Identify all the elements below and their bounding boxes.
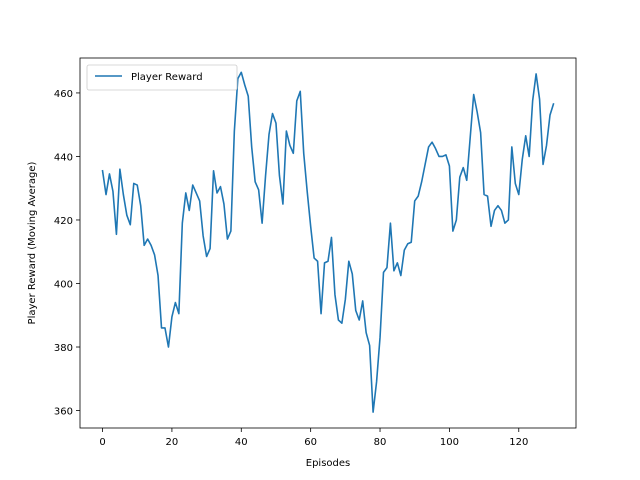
y-tick-label: 400 <box>54 279 73 290</box>
legend-box <box>86 64 238 91</box>
x-axis-label: Episodes <box>306 458 350 469</box>
y-axis-ticks: 360 380 400 420 440 460 <box>54 89 80 418</box>
y-tick-label: 360 <box>54 407 73 418</box>
y-axis-label: Player Reward (Moving Average) <box>27 161 38 324</box>
series-line-0 <box>101 71 555 413</box>
x-tick-label: 80 <box>374 437 387 448</box>
x-tick-label: 100 <box>440 437 459 448</box>
plot-frame <box>79 57 577 429</box>
x-tick-label: 20 <box>166 437 179 448</box>
y-tick-label: 380 <box>54 343 73 354</box>
y-tick-label: 460 <box>54 89 73 100</box>
x-tick-label: 40 <box>235 437 248 448</box>
x-tick-label: 0 <box>99 437 105 448</box>
legend: Player Reward <box>86 64 238 91</box>
series-layer <box>101 71 555 413</box>
x-tick-label: 60 <box>304 437 317 448</box>
y-tick-label: 420 <box>54 216 73 227</box>
x-tick-label: 120 <box>509 437 528 448</box>
legend-label: Player Reward <box>131 72 203 83</box>
y-tick-label: 440 <box>54 152 73 163</box>
x-axis-ticks: 0 20 40 60 80 100 120 <box>99 428 528 448</box>
